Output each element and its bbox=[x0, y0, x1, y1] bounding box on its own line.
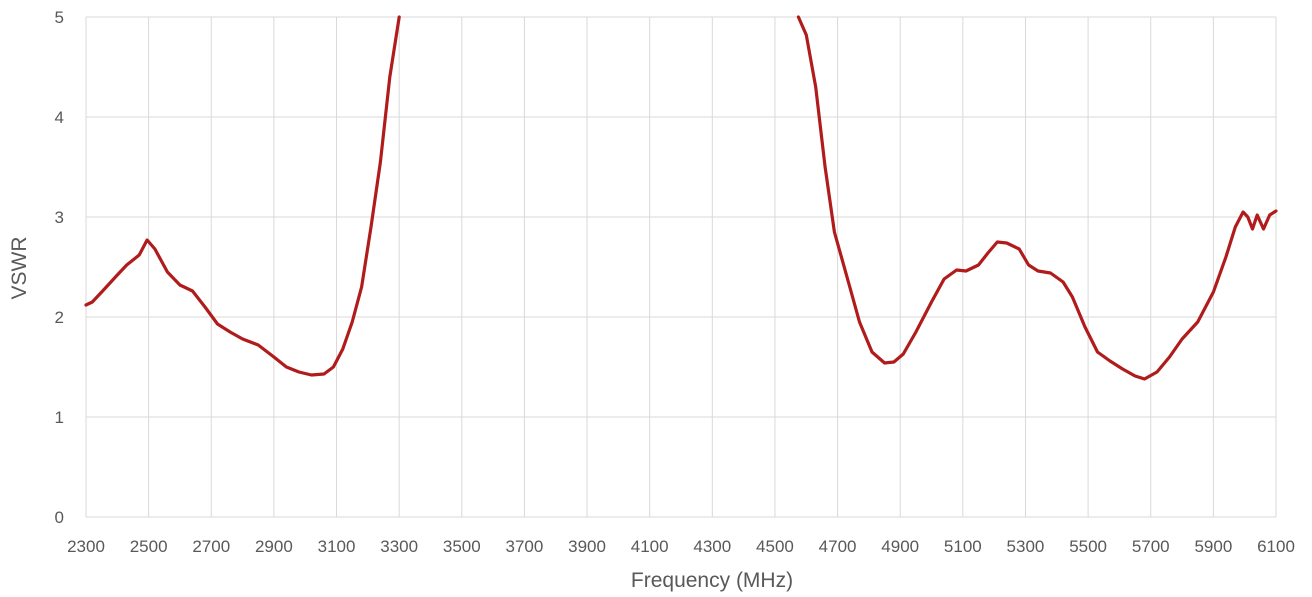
x-tick-label: 2900 bbox=[255, 537, 293, 556]
y-tick-labels: 0 1 2 3 4 5 bbox=[55, 8, 64, 527]
y-tick-label: 0 bbox=[55, 508, 64, 527]
x-tick-labels: 2300 2500 2700 2900 3100 3300 3500 3700 3900 4100… bbox=[67, 537, 1295, 556]
x-tick-label: 3900 bbox=[568, 537, 606, 556]
x-tick-label: 4500 bbox=[756, 537, 794, 556]
x-tick-label: 5300 bbox=[1007, 537, 1045, 556]
y-tick-label: 5 bbox=[55, 8, 64, 27]
x-tick-label: 2300 bbox=[67, 537, 105, 556]
x-tick-label: 2500 bbox=[130, 537, 168, 556]
x-axis-title: Frequency (MHz) bbox=[631, 569, 793, 592]
x-tick-label: 3700 bbox=[506, 537, 544, 556]
x-tick-label: 5900 bbox=[1194, 537, 1232, 556]
x-tick-label: 3300 bbox=[380, 537, 418, 556]
x-tick-label: 5500 bbox=[1069, 537, 1107, 556]
y-tick-label: 2 bbox=[55, 308, 64, 327]
x-tick-label: 4100 bbox=[631, 537, 669, 556]
vswr-series-line bbox=[796, 15, 1278, 381]
x-tick-label: 4900 bbox=[881, 537, 919, 556]
series bbox=[84, 15, 1278, 381]
y-tick-label: 3 bbox=[55, 208, 64, 227]
vswr-series-line bbox=[84, 15, 401, 377]
y-tick-label: 4 bbox=[55, 108, 64, 127]
x-tick-label: 5700 bbox=[1132, 537, 1170, 556]
x-tick-label: 3500 bbox=[443, 537, 481, 556]
x-tick-label: 6100 bbox=[1257, 537, 1295, 556]
x-tick-label: 4700 bbox=[819, 537, 857, 556]
y-tick-label: 1 bbox=[55, 408, 64, 427]
gridlines bbox=[85, 16, 1277, 518]
y-axis-title: VSWR bbox=[8, 237, 31, 300]
x-tick-label: 2700 bbox=[192, 537, 230, 556]
x-tick-label: 4300 bbox=[693, 537, 731, 556]
x-tick-label: 5100 bbox=[944, 537, 982, 556]
x-tick-label: 3100 bbox=[318, 537, 356, 556]
